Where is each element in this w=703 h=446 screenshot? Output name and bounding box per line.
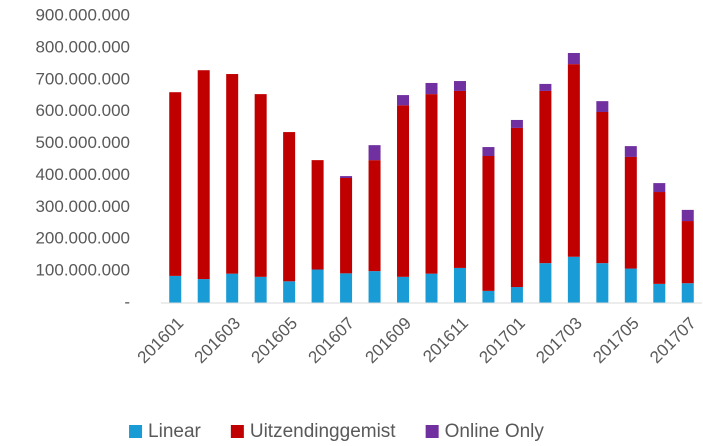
bar-segment xyxy=(340,176,353,178)
bar-segment xyxy=(596,101,609,112)
bar-segment xyxy=(596,111,609,264)
bar-segment xyxy=(283,132,296,282)
x-tick-label: 201603 xyxy=(191,314,245,368)
bar-segment xyxy=(397,276,410,303)
bar-segment xyxy=(226,74,239,274)
legend-swatch xyxy=(425,425,439,438)
bar-segment xyxy=(653,183,666,193)
x-tick-label: 201611 xyxy=(419,314,472,367)
bar-segment xyxy=(453,267,466,303)
bar-segment xyxy=(226,273,239,303)
x-tick-label: 201605 xyxy=(248,314,302,368)
bar-segment xyxy=(197,279,210,303)
bar-segment xyxy=(510,119,523,128)
bar-segment xyxy=(624,156,637,269)
bar-segment xyxy=(567,256,580,303)
bar-segment xyxy=(482,147,495,156)
bar-segment xyxy=(482,290,495,303)
bar-segment xyxy=(197,70,210,280)
y-tick-label: 200.000.000 xyxy=(35,229,130,248)
bar-segment xyxy=(482,155,495,291)
bar-segment xyxy=(653,283,666,303)
legend-label: Online Only xyxy=(445,421,545,442)
x-tick-label: 201607 xyxy=(305,314,359,368)
bar-segment xyxy=(453,81,466,91)
bar-segment xyxy=(397,105,410,277)
bar-segment xyxy=(311,160,324,270)
y-tick-label: 100.000.000 xyxy=(35,261,130,280)
x-tick-label: 201609 xyxy=(361,314,415,368)
y-tick-label: 700.000.000 xyxy=(35,69,130,88)
y-tick-label: 400.000.000 xyxy=(35,165,130,184)
x-tick-label: 201701 xyxy=(475,314,529,368)
bar-segment xyxy=(169,92,182,276)
y-tick-label: - xyxy=(124,292,130,311)
bar-segment xyxy=(539,83,552,91)
y-tick-label: 900.000.000 xyxy=(35,5,130,24)
bar-segment xyxy=(510,287,523,303)
y-tick-label: 800.000.000 xyxy=(35,37,130,56)
bar-segment xyxy=(624,146,637,157)
bar-segment xyxy=(311,269,324,303)
bar-segment xyxy=(681,283,694,303)
x-tick-label: 201705 xyxy=(589,314,643,368)
bar-segment xyxy=(539,263,552,303)
bar-segment xyxy=(283,281,296,303)
y-tick-label: 600.000.000 xyxy=(35,101,130,120)
bar-segment xyxy=(653,192,666,284)
bar-segment xyxy=(254,276,267,303)
bar-segment xyxy=(681,209,694,222)
bar-segment xyxy=(681,221,694,284)
x-tick-label: 201707 xyxy=(646,314,700,368)
bar-segment xyxy=(368,160,381,272)
bar-segment xyxy=(425,94,438,274)
bar-segment xyxy=(425,273,438,303)
bar-segment xyxy=(368,271,381,303)
bar-segment xyxy=(254,94,267,277)
bar-segment xyxy=(510,127,523,288)
bar-segment xyxy=(624,268,637,303)
y-tick-label: 300.000.000 xyxy=(35,197,130,216)
legend-label: Linear xyxy=(148,421,201,442)
x-tick-label: 201703 xyxy=(532,314,586,368)
y-tick-label: 500.000.000 xyxy=(35,133,130,152)
legend-swatch xyxy=(230,425,244,438)
x-tick-label: 201601 xyxy=(134,314,188,368)
bar-segment xyxy=(169,275,182,303)
bar-segment xyxy=(368,145,381,161)
bar-segment xyxy=(397,95,410,106)
bar-segment xyxy=(567,64,580,257)
bar-segment xyxy=(340,177,353,274)
bar-segment xyxy=(596,263,609,303)
bar-segment xyxy=(453,90,466,268)
bar-segment xyxy=(425,82,438,95)
bar-segment xyxy=(567,52,580,65)
legend-swatch xyxy=(129,425,143,438)
bar-segment xyxy=(340,273,353,303)
legend-label: Uitzendinggemist xyxy=(250,421,396,442)
bar-segment xyxy=(539,90,552,264)
